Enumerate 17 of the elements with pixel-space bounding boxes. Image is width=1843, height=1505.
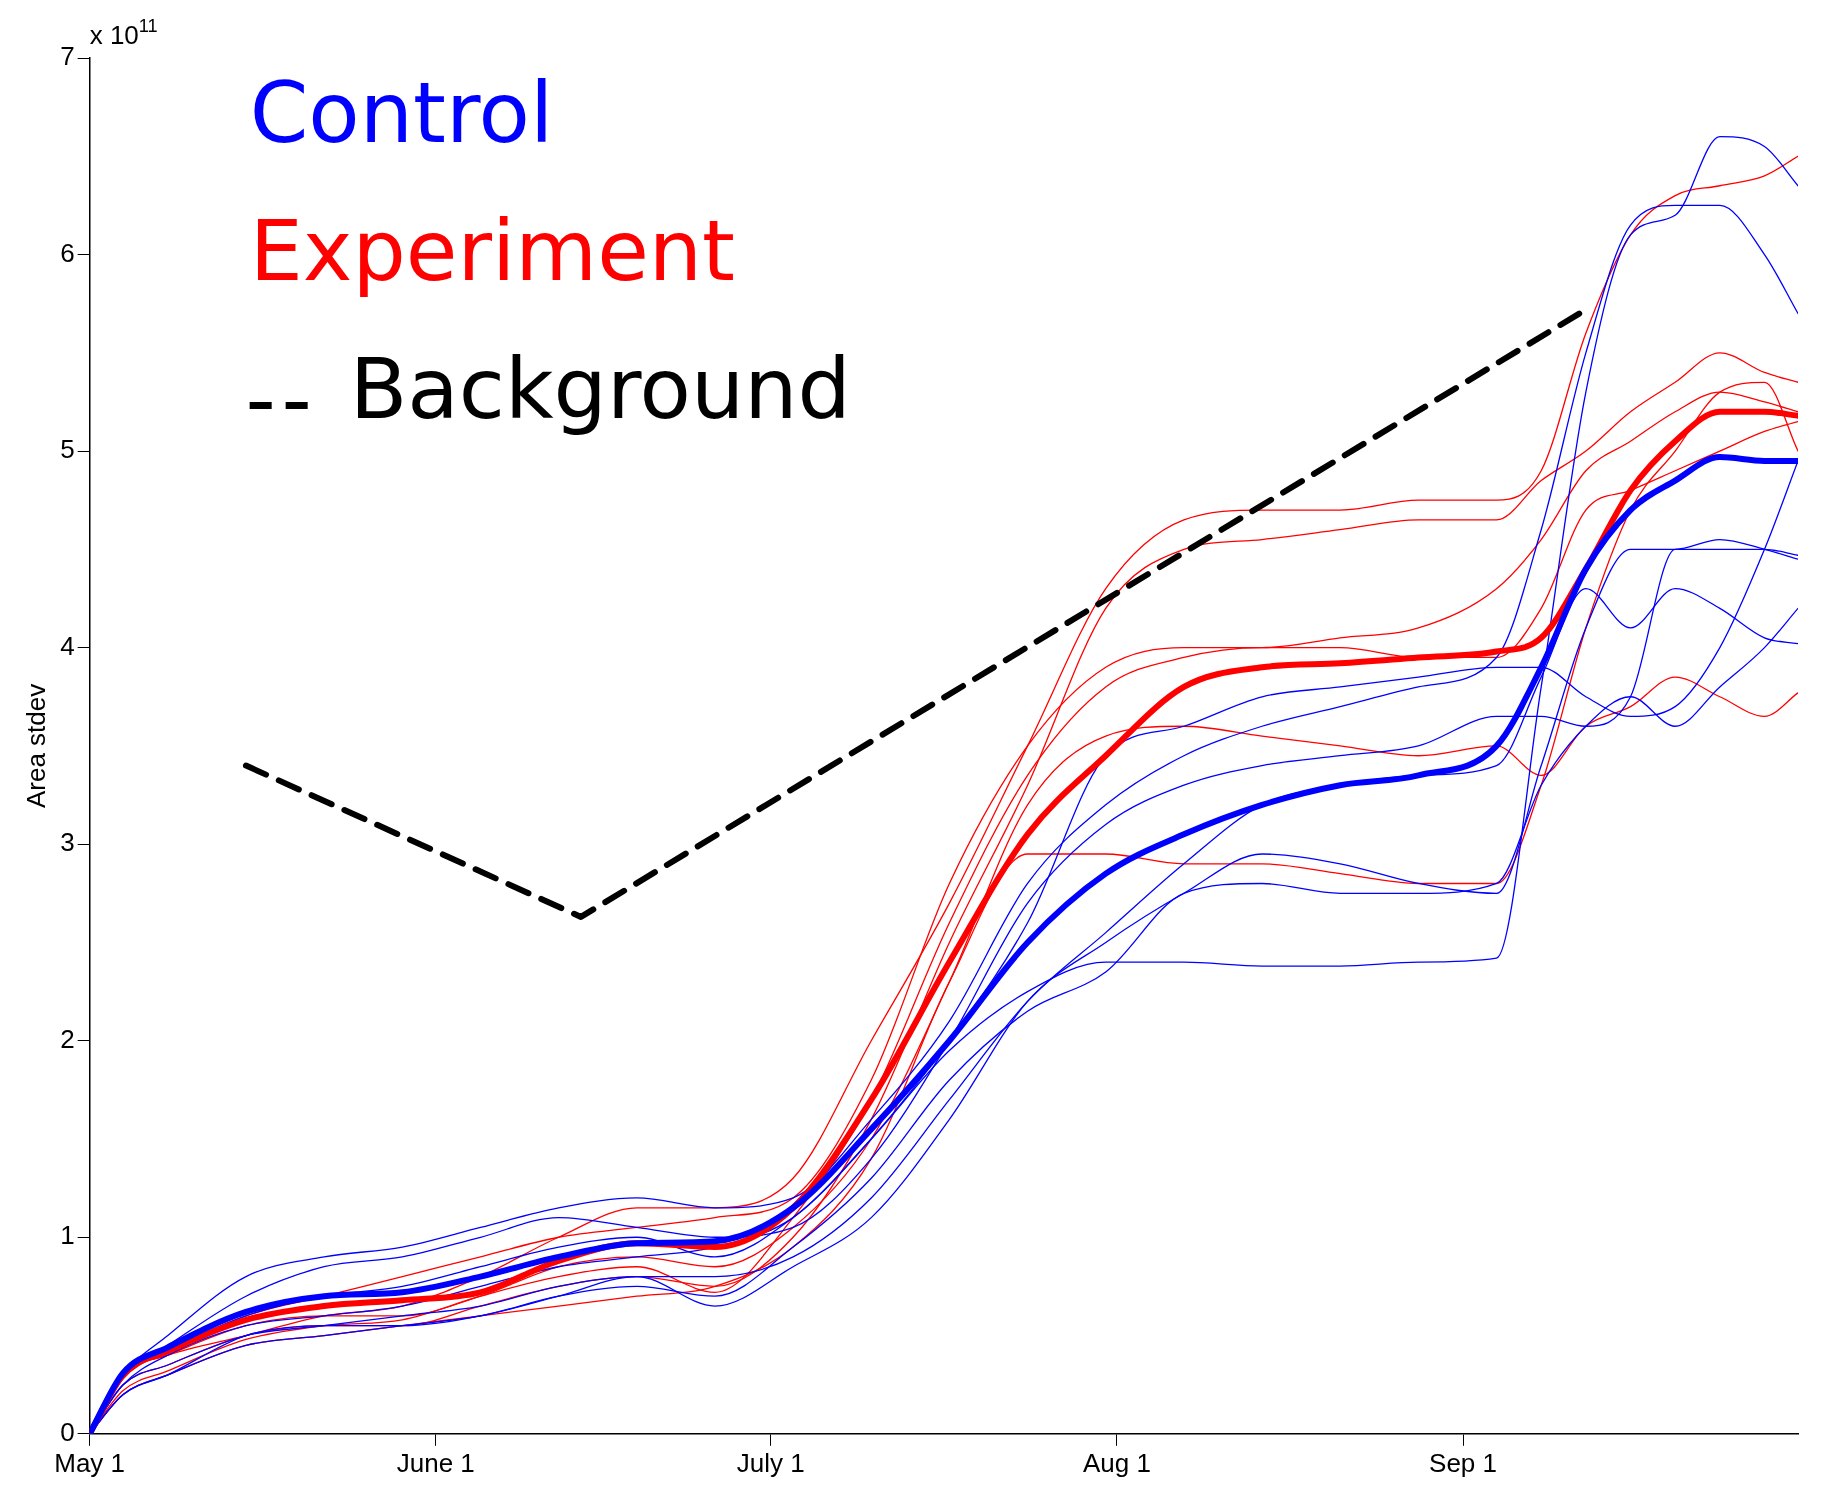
legend-label: Background — [349, 339, 851, 438]
y-axis-title: Area stdev — [20, 683, 51, 809]
x-tick-label: Sep 1 — [1429, 1447, 1498, 1478]
y-tick-label: 2 — [60, 1023, 75, 1054]
y-tick-label: 7 — [60, 41, 75, 72]
y-tick-label: 1 — [60, 1220, 75, 1251]
x-tick-label: May 1 — [54, 1447, 126, 1478]
y-tick-label: 3 — [60, 827, 75, 858]
text: Experiment — [249, 201, 735, 300]
x-tick-label: Aug 1 — [1082, 1447, 1151, 1478]
y-tick-label: 0 — [60, 1416, 75, 1447]
y-tick-label: 5 — [60, 434, 75, 465]
y-tick-label: 6 — [60, 237, 75, 268]
text: Control — [249, 63, 554, 162]
y-tick-label: 4 — [60, 630, 75, 661]
x-tick-label: July 1 — [736, 1447, 805, 1478]
x-tick-label: June 1 — [396, 1447, 475, 1478]
